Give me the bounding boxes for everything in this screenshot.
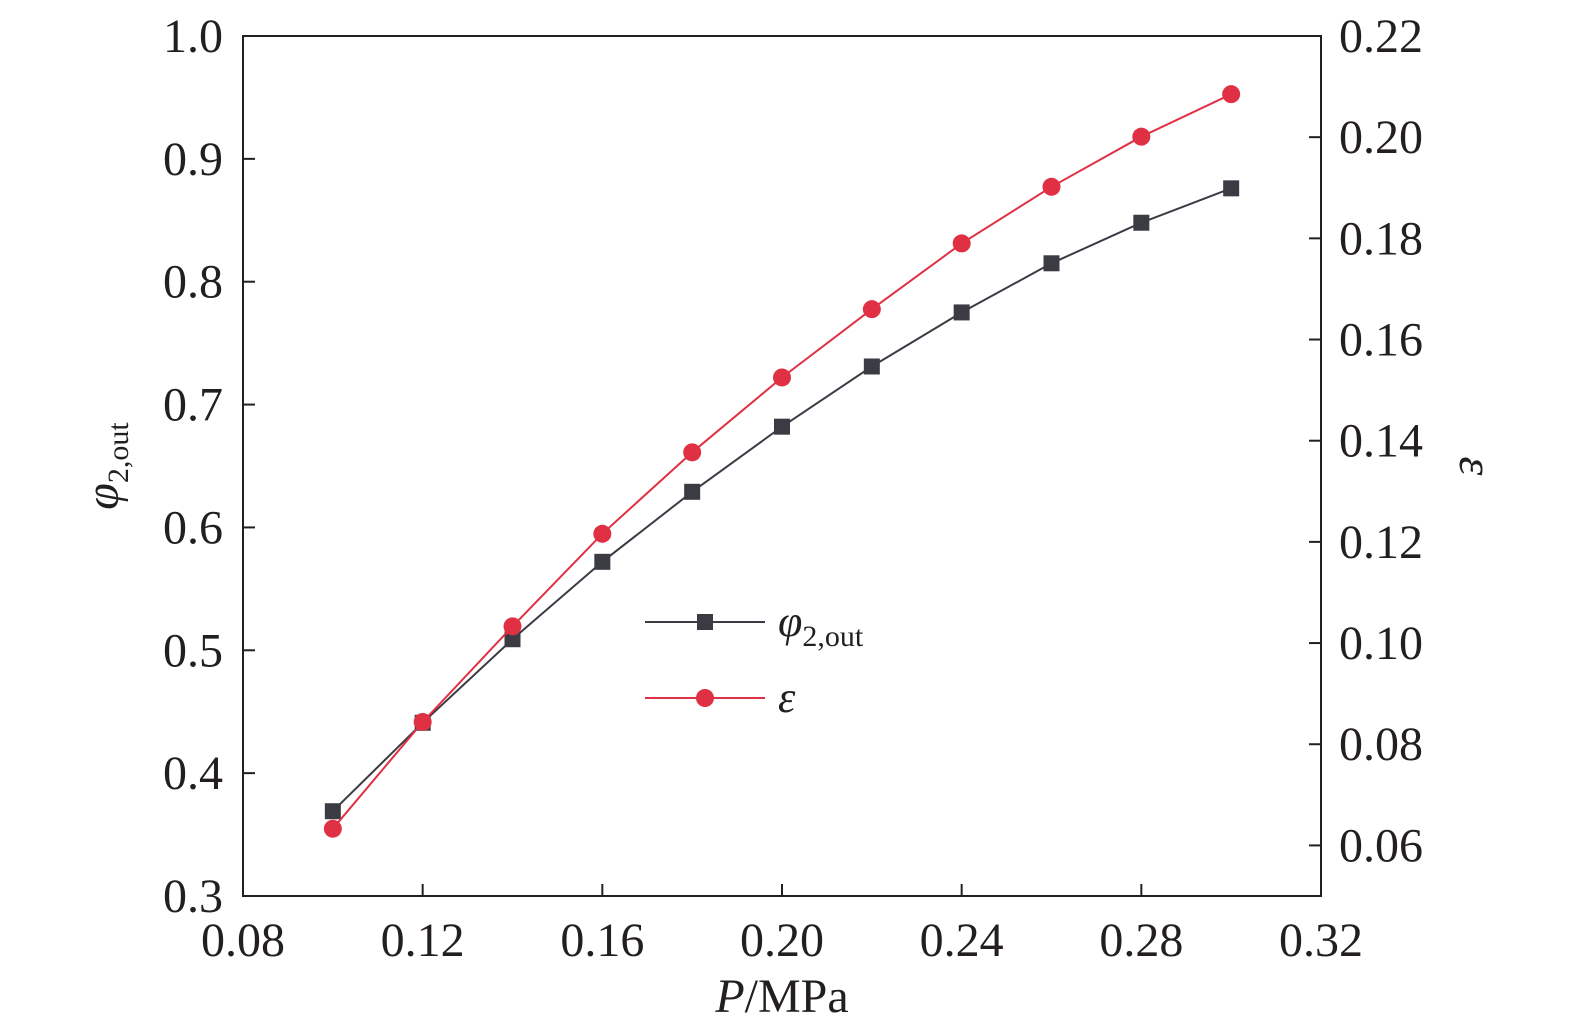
data-point-square <box>1043 255 1060 272</box>
legend-label-var: φ <box>778 597 802 646</box>
data-point-circle <box>323 819 342 838</box>
y-left-tick-label: 0.4 <box>163 747 223 800</box>
legend-item: ε <box>645 673 796 722</box>
x-axis-title: P/MPa <box>714 970 848 1023</box>
data-point-circle <box>862 300 881 319</box>
x-tick-label: 0.20 <box>740 914 824 967</box>
legend-label-var: ε <box>778 673 796 722</box>
data-point-circle <box>413 712 432 731</box>
data-point-circle <box>1132 127 1151 146</box>
y-right-tick-label: 0.20 <box>1339 111 1423 164</box>
y-left-tick-label: 0.8 <box>163 256 223 309</box>
y-right-tick-label: 0.10 <box>1339 617 1423 670</box>
data-point-square <box>774 418 790 435</box>
y-right-tick-label: 0.08 <box>1339 718 1423 771</box>
x-axis-ticks: 0.08 0.12 0.16 0.20 0.24 0.28 0.32 <box>201 884 1363 967</box>
data-point-square <box>863 358 880 375</box>
data-point-circle <box>683 443 702 462</box>
data-point-circle <box>952 234 971 253</box>
y-right-tick-label: 0.14 <box>1339 415 1423 468</box>
data-point-circle <box>1042 177 1061 196</box>
y-left-axis-title: φ2,out <box>76 422 135 510</box>
x-tick-label: 0.12 <box>381 914 465 967</box>
y-left-axis-ticks: 0.3 0.4 0.5 0.6 0.7 0.8 0.9 1.0 <box>163 10 255 923</box>
y-left-tick-label: 1.0 <box>163 10 223 63</box>
series-layer <box>323 85 1241 838</box>
x-axis-title-var: P <box>714 970 744 1023</box>
y-right-tick-label: 0.16 <box>1339 314 1423 367</box>
legend-marker-circle <box>696 689 714 707</box>
y-left-tick-label: 0.7 <box>163 379 223 432</box>
data-point-square <box>953 304 970 321</box>
data-point-square <box>1223 180 1240 197</box>
x-tick-label: 0.16 <box>560 914 644 967</box>
y-right-axis-title-var: ε <box>1449 457 1502 476</box>
plot-frame <box>242 35 1322 897</box>
legend-label-sub: 2,out <box>802 620 864 653</box>
y-right-axis-title: ε <box>1449 457 1502 476</box>
y-right-tick-label: 0.06 <box>1339 819 1423 872</box>
y-left-tick-label: 0.3 <box>163 870 223 923</box>
y-right-tick-label: 0.22 <box>1339 10 1423 63</box>
legend-item: φ2,out <box>645 597 864 653</box>
data-point-square <box>1133 214 1150 231</box>
legend-label: ε <box>778 673 796 722</box>
y-left-axis-title-sub: 2,out <box>102 422 135 484</box>
x-tick-label: 0.28 <box>1099 914 1183 967</box>
y-right-tick-label: 0.18 <box>1339 212 1423 265</box>
y-left-tick-label: 0.9 <box>163 133 223 186</box>
x-tick-label: 0.32 <box>1279 914 1363 967</box>
y-left-tick-label: 0.5 <box>163 624 223 677</box>
legend-label: φ2,out <box>778 597 864 653</box>
series-0 <box>324 180 1240 820</box>
data-point-square <box>324 803 341 820</box>
y-left-tick-label: 0.6 <box>163 501 223 554</box>
data-point-circle <box>1222 85 1241 104</box>
data-point-circle <box>593 524 612 543</box>
data-point-square <box>594 553 611 570</box>
y-right-axis-ticks: 0.06 0.08 0.10 0.12 0.14 0.16 0.18 0.20 0.22 <box>1309 10 1423 872</box>
legend-marker-square <box>697 614 713 630</box>
data-point-circle <box>503 617 522 636</box>
x-axis-title-unit: /MPa <box>745 970 849 1023</box>
x-tick-label: 0.24 <box>920 914 1004 967</box>
y-left-axis-title-var: φ <box>76 483 129 510</box>
y-right-tick-label: 0.12 <box>1339 516 1423 569</box>
series-1 <box>323 85 1241 838</box>
data-point-square <box>504 631 521 648</box>
data-point-square <box>684 483 701 500</box>
x-tick-label: 0.08 <box>201 914 285 967</box>
data-point-circle <box>773 368 791 387</box>
